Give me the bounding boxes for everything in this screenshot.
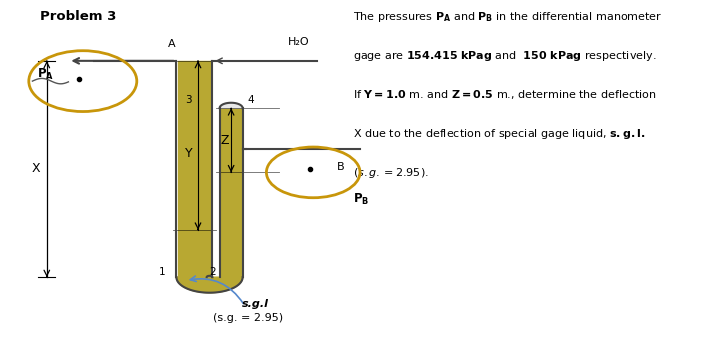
Text: Z: Z bbox=[220, 134, 229, 147]
Text: X: X bbox=[32, 163, 40, 175]
Text: X due to the deflection of special gage liquid, $\mathbf{s.g.l.}$: X due to the deflection of special gage … bbox=[353, 127, 645, 141]
Text: $(s.g. = 2.95).$: $(s.g. = 2.95).$ bbox=[353, 166, 428, 179]
Text: H₂O: H₂O bbox=[288, 37, 310, 47]
Text: s.g.l: s.g.l bbox=[242, 299, 269, 309]
Text: The pressures $\mathbf{P_A}$ and $\mathbf{P_B}$ in the differential manometer: The pressures $\mathbf{P_A}$ and $\mathb… bbox=[353, 10, 662, 24]
Text: B: B bbox=[337, 162, 345, 172]
Polygon shape bbox=[220, 103, 243, 108]
Text: If $\mathbf{Y = 1.0}$ m. and $\mathbf{Z = 0.5}$ m., determine the deflection: If $\mathbf{Y = 1.0}$ m. and $\mathbf{Z … bbox=[353, 88, 657, 101]
Text: gage are $\mathbf{154.415\ kPag}$ and  $\mathbf{150\ kPag}$ respectively.: gage are $\mathbf{154.415\ kPag}$ and $\… bbox=[353, 49, 657, 63]
Text: Problem 3: Problem 3 bbox=[40, 10, 116, 23]
Text: 1: 1 bbox=[158, 267, 166, 277]
Text: $\mathbf{P_B}$: $\mathbf{P_B}$ bbox=[353, 192, 369, 207]
Text: 3: 3 bbox=[185, 95, 192, 105]
Text: (s.g. = 2.95): (s.g. = 2.95) bbox=[213, 313, 284, 323]
Text: 2: 2 bbox=[209, 267, 216, 277]
Text: A: A bbox=[168, 39, 175, 49]
Text: 4: 4 bbox=[247, 95, 254, 105]
Polygon shape bbox=[176, 276, 243, 293]
Text: Y: Y bbox=[185, 147, 192, 160]
Text: $\mathbf{P_A}$: $\mathbf{P_A}$ bbox=[37, 67, 54, 82]
